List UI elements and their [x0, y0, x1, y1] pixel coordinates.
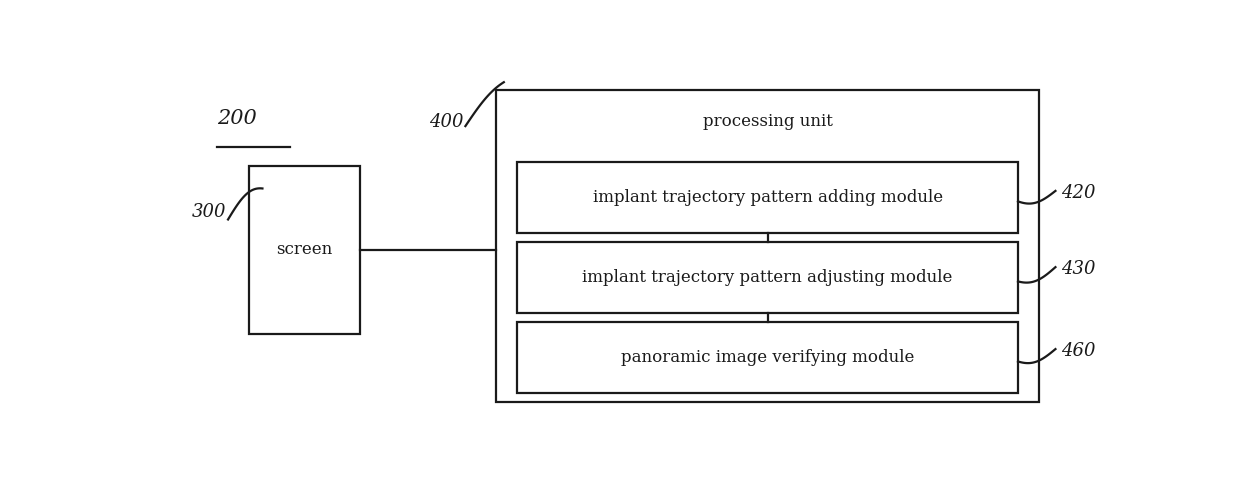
Text: 420: 420: [1061, 184, 1096, 202]
Text: processing unit: processing unit: [703, 113, 832, 130]
Text: 400: 400: [429, 113, 464, 131]
Bar: [517, 162, 1018, 233]
Text: 430: 430: [1061, 260, 1096, 278]
Text: implant trajectory pattern adjusting module: implant trajectory pattern adjusting mod…: [583, 269, 952, 286]
Text: implant trajectory pattern adding module: implant trajectory pattern adding module: [593, 189, 942, 206]
Text: 200: 200: [217, 109, 257, 128]
Text: screen: screen: [277, 242, 332, 258]
Text: 300: 300: [191, 203, 226, 221]
Text: 460: 460: [1061, 342, 1096, 360]
Bar: [496, 90, 1039, 402]
Bar: [517, 322, 1018, 393]
Bar: [249, 166, 360, 334]
Text: panoramic image verifying module: panoramic image verifying module: [621, 349, 914, 366]
Bar: [517, 243, 1018, 313]
